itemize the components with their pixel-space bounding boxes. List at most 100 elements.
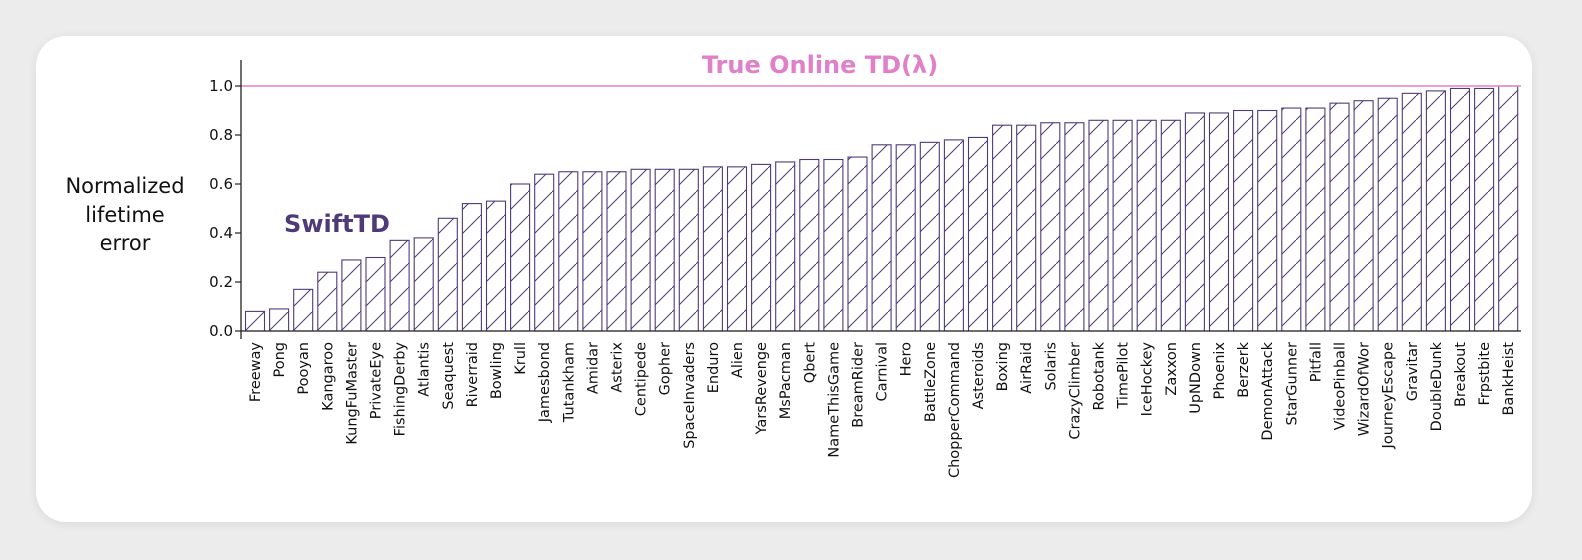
bar-CrazyClimber bbox=[1064, 122, 1085, 332]
x-tick-label: Carnival bbox=[875, 342, 891, 401]
bar-Pooyan bbox=[293, 288, 314, 332]
x-tick-label: Breakout bbox=[1453, 342, 1469, 407]
bar-Zaxxon bbox=[1160, 119, 1181, 332]
bar-BankHeist bbox=[1498, 85, 1519, 332]
x-tick-label: Jamesbond bbox=[537, 342, 553, 423]
bar-Hero bbox=[895, 144, 916, 332]
x-tick-label: TimePilot bbox=[1116, 342, 1132, 410]
reference-series-label: True Online TD(λ) bbox=[702, 51, 938, 79]
bar-Robotank bbox=[1088, 119, 1109, 332]
x-tick-label: Pooyan bbox=[296, 342, 312, 395]
bar-Centipede bbox=[630, 168, 651, 332]
x-tick-label: Zaxxon bbox=[1164, 342, 1180, 396]
x-axis-category-labels: Freeway Pong Pooyan Kangaroo KungFuMaster Pri… bbox=[248, 341, 1517, 478]
x-tick-label: BattleZone bbox=[923, 342, 939, 422]
y-tick-label: 1.0 bbox=[209, 77, 233, 95]
x-tick-label: Amidar bbox=[585, 342, 601, 394]
x-tick-label: Riverraid bbox=[465, 342, 481, 407]
x-tick-label: VideoPinball bbox=[1333, 342, 1349, 430]
y-tick-label: 0.6 bbox=[209, 175, 233, 193]
bar-Qbert bbox=[799, 158, 820, 332]
x-tick-label: IceHockey bbox=[1140, 342, 1156, 417]
x-tick-label: AirRaid bbox=[1019, 342, 1035, 394]
bar-Pitfall bbox=[1305, 107, 1326, 332]
bar-Phoenix bbox=[1208, 112, 1230, 332]
x-tick-label: DoubleDunk bbox=[1429, 341, 1445, 431]
bar-Freeway bbox=[244, 310, 266, 332]
y-tick-label: 0.0 bbox=[209, 322, 233, 340]
bar-AirRaid bbox=[1016, 124, 1037, 332]
y-tick-label: 0.4 bbox=[209, 224, 233, 242]
bar-Tutankham bbox=[558, 171, 579, 332]
x-tick-label: Qbert bbox=[802, 342, 818, 383]
x-tick-label: Alien bbox=[730, 342, 746, 378]
x-tick-label: Asteroids bbox=[971, 342, 987, 409]
x-tick-label: Pong bbox=[272, 342, 288, 378]
bar-PrivateEye bbox=[365, 256, 386, 332]
x-tick-label: PrivateEye bbox=[369, 342, 385, 419]
x-tick-label: Berzerk bbox=[1236, 341, 1252, 397]
x-tick-label: BreamRider bbox=[851, 342, 867, 428]
x-tick-label: DemonAttack bbox=[1260, 341, 1276, 440]
bar-Enduro bbox=[702, 166, 723, 332]
x-tick-label: JourneyEscape bbox=[1381, 342, 1397, 450]
bar-Asteroids bbox=[967, 136, 989, 332]
x-tick-label: Frpstbite bbox=[1477, 342, 1493, 406]
bar-Breakout bbox=[1449, 87, 1471, 332]
x-tick-label: MsPacman bbox=[778, 342, 794, 419]
y-tick-label: 0.8 bbox=[209, 126, 233, 144]
y-axis-label: Normalized lifetime error bbox=[65, 174, 184, 255]
bar-Seaquest bbox=[437, 217, 458, 332]
bar-Atlantis bbox=[413, 237, 434, 332]
x-tick-label: Freeway bbox=[248, 342, 264, 403]
bar-Solaris bbox=[1040, 122, 1061, 332]
bar-StarGunner bbox=[1281, 107, 1302, 332]
x-tick-label: SpaceInvaders bbox=[682, 342, 698, 449]
x-tick-label: Centipede bbox=[634, 342, 650, 416]
x-tick-label: Krull bbox=[513, 342, 529, 375]
bar-Pong bbox=[269, 308, 290, 332]
x-tick-label: FishingDerby bbox=[393, 342, 409, 437]
bar-Asterix bbox=[606, 171, 627, 332]
bar-Kangaroo bbox=[317, 271, 338, 332]
bar-WizardOfWor bbox=[1353, 100, 1374, 332]
x-tick-label: CrazyClimber bbox=[1067, 342, 1083, 440]
bar-Gravitar bbox=[1401, 92, 1422, 332]
x-tick-label: Seaquest bbox=[441, 342, 457, 410]
bar-Krull bbox=[510, 183, 531, 332]
x-tick-label: Tutankham bbox=[561, 342, 577, 423]
x-tick-label: Phoenix bbox=[1212, 342, 1228, 400]
x-tick-label: NameThisGame bbox=[826, 342, 842, 458]
x-tick-label: WizardOfWor bbox=[1357, 342, 1373, 436]
x-tick-label: BankHeist bbox=[1501, 342, 1517, 416]
bar-Frpstbite bbox=[1474, 87, 1495, 332]
x-tick-label: YarsRevenge bbox=[754, 342, 770, 436]
bar-Berzerk bbox=[1233, 109, 1254, 332]
x-tick-label: ChopperCommand bbox=[947, 342, 963, 478]
x-tick-label: KungFuMaster bbox=[344, 342, 360, 445]
bar-SpaceInvaders bbox=[678, 168, 699, 332]
y-axis-ticks: 0.0 0.2 0.4 0.6 0.8 1.0 bbox=[209, 77, 241, 340]
x-tick-label: Pitfall bbox=[1308, 342, 1324, 382]
bar-BattleZone bbox=[919, 141, 940, 332]
x-tick-label: Boxing bbox=[995, 342, 1011, 391]
bar-Riverraid bbox=[461, 203, 482, 332]
x-tick-label: StarGunner bbox=[1284, 342, 1300, 425]
y-axis-label-line-3: error bbox=[100, 231, 151, 255]
bar-KungFuMaster bbox=[341, 259, 362, 332]
bar-Gopher bbox=[654, 168, 675, 332]
bars bbox=[244, 85, 1519, 332]
x-tick-label: Asterix bbox=[610, 342, 626, 393]
x-tick-label: Kangaroo bbox=[320, 342, 336, 411]
bar-Jamesbond bbox=[534, 173, 555, 332]
bar-FishingDerby bbox=[389, 239, 410, 332]
x-tick-label: Gravitar bbox=[1405, 342, 1421, 401]
bar-MsPacman bbox=[775, 161, 796, 332]
x-tick-label: Gopher bbox=[658, 342, 674, 395]
bar-VideoPinball bbox=[1329, 102, 1350, 332]
bar-Alien bbox=[726, 166, 748, 332]
bar-Amidar bbox=[582, 171, 603, 332]
bar-BreamRider bbox=[847, 156, 868, 332]
bar-UpNDown bbox=[1184, 112, 1205, 332]
